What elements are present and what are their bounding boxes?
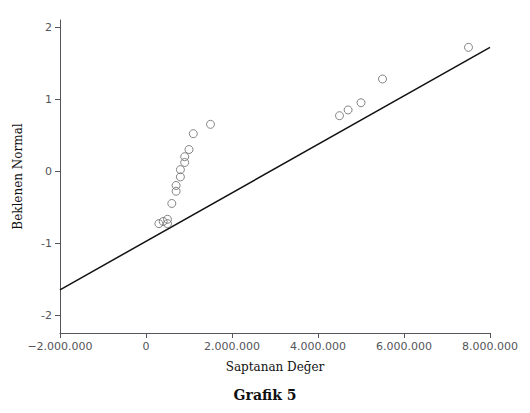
svg-text:6.000.000: 6.000.000	[376, 340, 432, 353]
svg-text:8.000.000: 8.000.000	[462, 340, 518, 353]
svg-text:2.000.000: 2.000.000	[204, 340, 260, 353]
svg-text:Saptanan Değer: Saptanan Değer	[226, 360, 325, 374]
svg-text:0: 0	[143, 340, 150, 353]
svg-text:-2: -2	[41, 309, 52, 322]
svg-text:Grafik 5: Grafik 5	[234, 387, 297, 403]
svg-text:2: 2	[45, 21, 52, 34]
svg-text:Beklenen Normal: Beklenen Normal	[11, 123, 25, 229]
svg-text:−2.000.000: −2.000.000	[27, 340, 92, 353]
svg-text:0: 0	[45, 165, 52, 178]
svg-text:-1: -1	[41, 237, 52, 250]
svg-text:4.000.000: 4.000.000	[290, 340, 346, 353]
svg-text:1: 1	[45, 93, 52, 106]
